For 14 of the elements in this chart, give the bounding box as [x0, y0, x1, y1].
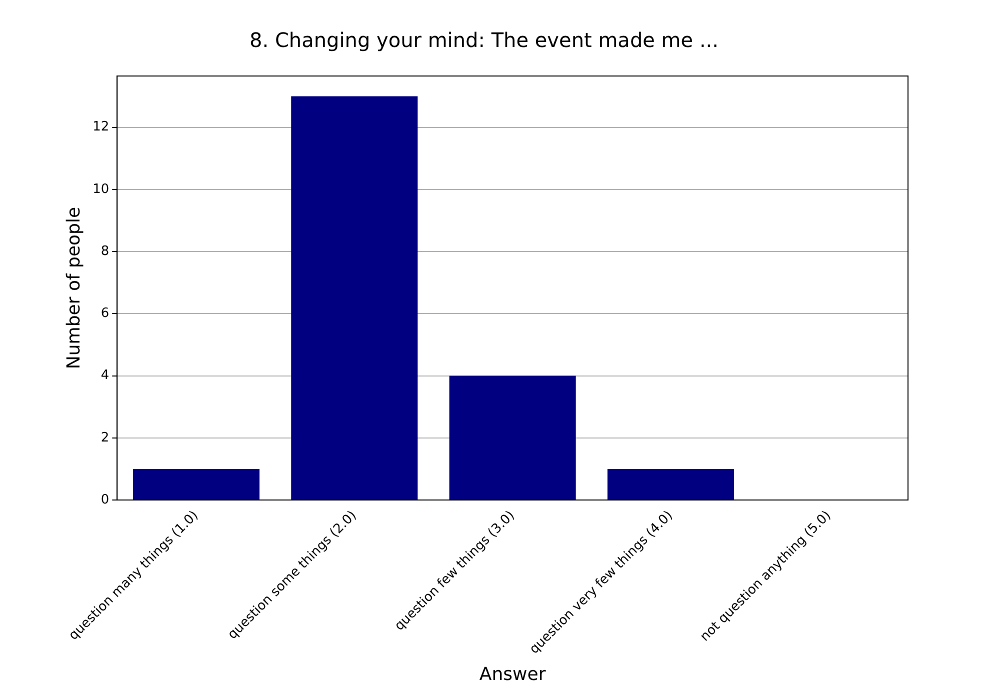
- y-tick-label: 8: [100, 244, 110, 259]
- bar: [449, 376, 576, 500]
- y-tick-label: 6: [100, 306, 110, 322]
- chart-title: 8. Changing your mind: The event made me ...: [249, 28, 719, 52]
- y-tick-label: 10: [92, 182, 110, 197]
- x-axis-title: Answer: [479, 664, 546, 685]
- y-tick-label: 2: [100, 430, 110, 446]
- y-tick-label: 0: [100, 492, 110, 508]
- y-tick-label: 4: [100, 368, 110, 384]
- y-axis-title: Number of people: [63, 206, 84, 370]
- bar: [291, 96, 418, 500]
- y-tick-label: 12: [92, 120, 110, 135]
- bar: [132, 468, 260, 500]
- bar: [607, 468, 734, 500]
